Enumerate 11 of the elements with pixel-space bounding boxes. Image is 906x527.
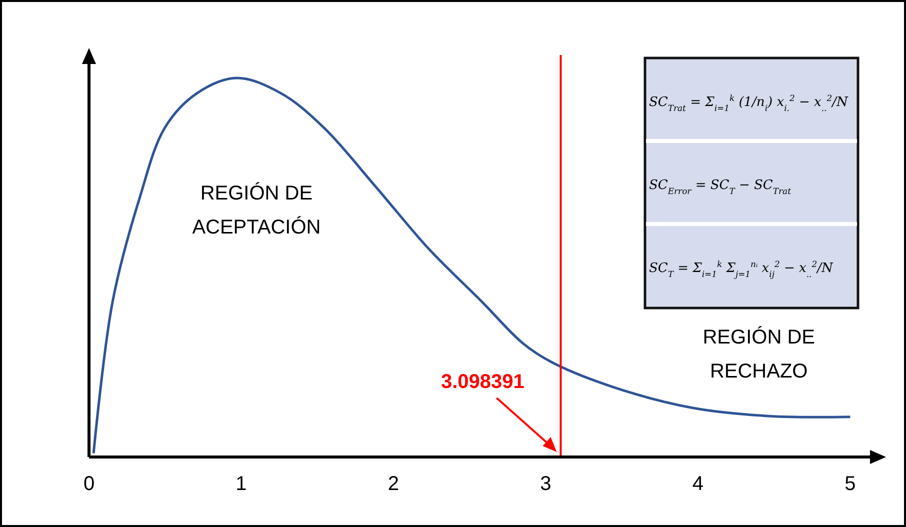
ref-line-label: 3.098391	[440, 371, 524, 393]
x-tick-label: 0	[83, 473, 95, 495]
x-tick-label: 5	[844, 473, 856, 495]
x-tick-label: 4	[692, 473, 704, 495]
x-tick-label: 2	[388, 473, 400, 495]
x-tick-label: 3	[540, 473, 552, 495]
annotation: SC$_{Error}$ = SC$_{T}$ − SC$_{Trat}$	[649, 178, 792, 196]
formula-panel: SC$_{Trat}$ = Σ$_{i=1}$$^{k}$ (1/n$_{i}$) x$_{i.}$$^{2}$ − x$_{..}$$^{2}$/N SC$_{Error}$ = SC$_{T}$ − SC$_{Trat}$ SC$_{T}$ = Σ$_{i=1}$$^{k}$ Σ$_{j=1}$$^{nᵢ}$ x$_{ij}$$^{2}$ − x$_{..}$$^{2}$/N	[644, 56, 860, 310]
x-tick-label: 1	[236, 473, 247, 495]
annotation: REGIÓN DE RECHAZO	[702, 325, 815, 382]
annotation: REGIÓN DE ACEPTACIÓN	[192, 181, 321, 238]
